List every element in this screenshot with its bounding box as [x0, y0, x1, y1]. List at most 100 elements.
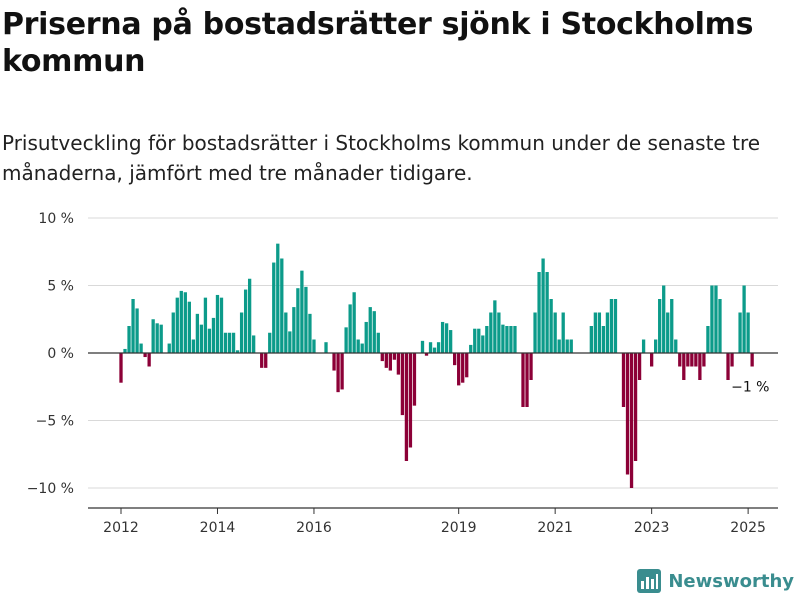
bar [605, 312, 610, 353]
bar [513, 326, 517, 353]
bar-chart: 10 % 5 % 0 % −5 % −10 % 2012 2014 2016 2019 2021… [27, 211, 778, 536]
bar [569, 339, 573, 353]
bar [296, 288, 300, 353]
x-axis: 2012 2014 2016 2019 2021 2023 2025 [88, 507, 778, 536]
y-tick-label: −5 % [36, 414, 74, 430]
bar [662, 285, 666, 353]
bar [637, 353, 642, 380]
bar [694, 353, 698, 367]
bar [525, 353, 529, 407]
bar [304, 286, 308, 353]
bar [589, 326, 593, 353]
bar [557, 339, 561, 353]
bar [183, 292, 187, 353]
bar [252, 335, 256, 353]
last-value-annotation: −1 % [731, 380, 769, 396]
bar [171, 312, 175, 353]
bar [505, 326, 509, 353]
bar [497, 312, 501, 353]
bar [119, 353, 123, 383]
bar [231, 332, 236, 353]
bar [481, 335, 485, 353]
bar [682, 353, 686, 380]
bar [461, 353, 465, 383]
bar [678, 353, 682, 367]
bar [167, 343, 171, 353]
bar [360, 343, 364, 353]
bar [621, 353, 626, 407]
bar [714, 285, 718, 353]
bar [187, 301, 191, 353]
x-tick-label: 2021 [537, 520, 573, 536]
bar [529, 353, 533, 380]
bar [396, 353, 401, 375]
bar [453, 353, 457, 366]
bar [264, 353, 268, 368]
bar [372, 311, 376, 353]
bar [376, 332, 380, 353]
bar [247, 278, 252, 353]
bar [312, 339, 316, 353]
x-tick-label: 2016 [296, 520, 332, 536]
bar [457, 353, 461, 386]
bar [404, 353, 409, 461]
bar [195, 313, 200, 353]
bar [336, 353, 340, 393]
y-tick-label: 0 % [47, 346, 74, 362]
bar [432, 347, 437, 353]
bar [292, 307, 296, 353]
newsworthy-logo-icon [637, 569, 662, 593]
bar [469, 344, 473, 353]
bar [501, 324, 505, 353]
bar [268, 332, 272, 353]
bar [465, 353, 469, 378]
bar [670, 299, 674, 353]
bar [424, 353, 429, 356]
bar [553, 312, 557, 353]
bar [368, 307, 372, 353]
bar [179, 290, 183, 353]
bar [710, 285, 714, 353]
bar [348, 304, 352, 353]
bar [738, 312, 742, 353]
bar [147, 353, 151, 367]
bar [641, 339, 646, 353]
bar [444, 323, 449, 353]
bar [533, 312, 537, 353]
bar [609, 299, 614, 353]
bar [489, 312, 493, 353]
bar [493, 300, 497, 353]
y-tick-label: 5 % [47, 279, 74, 295]
bar [356, 339, 360, 353]
bar [750, 353, 754, 367]
bar [730, 353, 734, 367]
bar [649, 353, 654, 367]
bar [690, 353, 694, 367]
bar [742, 285, 746, 353]
bar [485, 326, 489, 353]
bar [666, 312, 670, 353]
bar [436, 342, 441, 353]
brand-name: Newsworthy [668, 570, 794, 592]
bar [561, 312, 565, 353]
bar [629, 353, 634, 488]
bar [364, 321, 368, 353]
bar [288, 331, 292, 353]
bar [151, 319, 155, 353]
bar [280, 258, 284, 353]
bar [215, 294, 220, 353]
bar [260, 353, 264, 368]
y-tick-label: −10 % [27, 481, 74, 497]
bar [477, 328, 481, 353]
x-tick-label: 2025 [730, 520, 766, 536]
bar [654, 339, 658, 353]
bar [239, 312, 244, 353]
bar [191, 339, 196, 353]
bar [139, 343, 143, 353]
bar [541, 258, 545, 353]
bar [428, 342, 433, 353]
bar [686, 353, 690, 367]
bar [300, 270, 304, 353]
x-tick-label: 2019 [441, 520, 477, 536]
x-tick-label: 2014 [200, 520, 236, 536]
